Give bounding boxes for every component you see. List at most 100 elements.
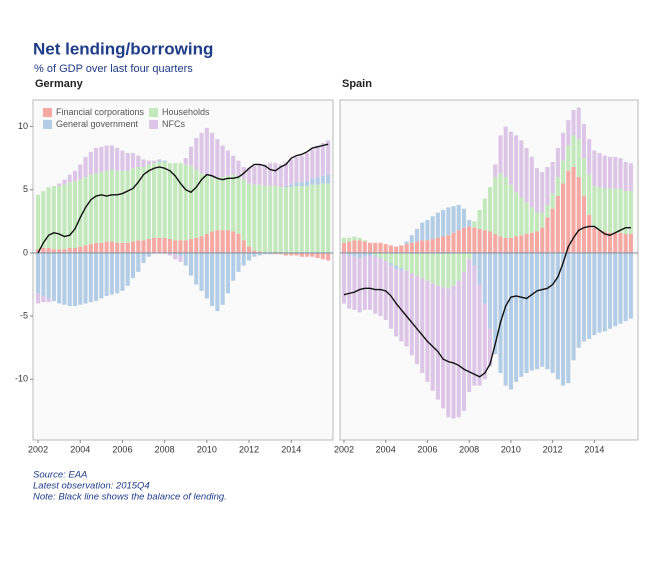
bar <box>136 240 141 253</box>
bar <box>41 191 46 248</box>
bar <box>51 252 56 301</box>
y-tick-label: -10 <box>15 374 28 384</box>
bar <box>83 252 88 304</box>
bar <box>430 283 435 391</box>
bar <box>550 161 555 194</box>
panel-title: Germany <box>35 78 84 90</box>
bar <box>141 240 146 253</box>
bar <box>220 230 225 253</box>
bar <box>146 252 151 257</box>
bar <box>194 237 199 253</box>
bar <box>628 163 633 192</box>
bar <box>83 156 88 178</box>
bar <box>62 249 67 253</box>
bar <box>529 156 534 208</box>
bar <box>194 252 199 285</box>
bar <box>425 240 430 253</box>
bar <box>299 182 304 186</box>
x-tick-label: 2006 <box>112 444 132 454</box>
bar <box>120 150 125 171</box>
bar <box>534 231 540 253</box>
bar <box>225 230 230 253</box>
bar <box>36 194 41 250</box>
bar <box>83 177 88 246</box>
bar <box>602 155 607 189</box>
bar <box>157 237 162 253</box>
bar <box>88 252 93 303</box>
bar <box>514 135 519 193</box>
bar <box>508 252 513 390</box>
bar <box>252 184 257 251</box>
bar <box>576 252 581 348</box>
bar <box>167 239 172 253</box>
bar <box>188 146 194 166</box>
bar <box>173 240 178 253</box>
bar <box>488 328 493 367</box>
bar <box>252 250 257 253</box>
bar <box>204 233 209 253</box>
x-tick-label: 2010 <box>501 444 521 454</box>
bar <box>378 257 383 317</box>
bar <box>618 158 623 189</box>
bar <box>613 252 618 327</box>
bar <box>88 151 93 175</box>
bar <box>404 270 409 347</box>
bar <box>613 232 618 253</box>
bar <box>451 206 456 233</box>
bar <box>628 191 633 234</box>
bar <box>508 184 513 238</box>
bar <box>310 149 315 179</box>
bar <box>482 230 487 253</box>
bar <box>188 239 194 253</box>
bar <box>435 237 440 253</box>
bar <box>409 273 414 356</box>
bar <box>592 227 597 253</box>
bar <box>104 241 109 253</box>
legend-swatch <box>43 120 52 129</box>
bar <box>467 220 472 227</box>
bar <box>503 237 508 253</box>
bar <box>194 169 199 238</box>
bar <box>404 244 409 253</box>
bar <box>104 170 109 242</box>
bar <box>41 252 46 296</box>
bar <box>373 255 378 257</box>
bar <box>362 240 367 242</box>
bar <box>581 124 586 159</box>
bar <box>167 252 172 256</box>
bar <box>310 178 315 185</box>
bar <box>373 252 378 256</box>
bar <box>320 175 325 184</box>
bar <box>289 184 294 188</box>
bar <box>268 163 273 186</box>
bar <box>78 252 83 305</box>
bar <box>446 288 451 418</box>
bar <box>414 241 420 253</box>
bar <box>231 252 236 281</box>
bar <box>399 252 404 269</box>
bar <box>441 252 446 288</box>
bar <box>273 252 278 255</box>
bar <box>199 132 204 174</box>
bar <box>561 183 566 253</box>
bar <box>368 242 373 253</box>
bar <box>561 160 566 184</box>
bar <box>57 183 62 186</box>
bar <box>99 242 104 253</box>
bar <box>394 252 399 266</box>
bar <box>503 252 508 386</box>
bar <box>199 252 204 291</box>
bar <box>425 280 430 382</box>
bar <box>41 295 46 303</box>
bar <box>555 148 560 178</box>
bar <box>136 155 141 167</box>
bar <box>72 170 78 181</box>
bar <box>278 164 283 188</box>
bar <box>628 233 633 253</box>
bar <box>508 237 513 253</box>
bar <box>215 177 220 231</box>
bar <box>613 188 618 233</box>
bar <box>461 208 466 228</box>
bar <box>451 285 456 419</box>
bar <box>99 146 104 173</box>
